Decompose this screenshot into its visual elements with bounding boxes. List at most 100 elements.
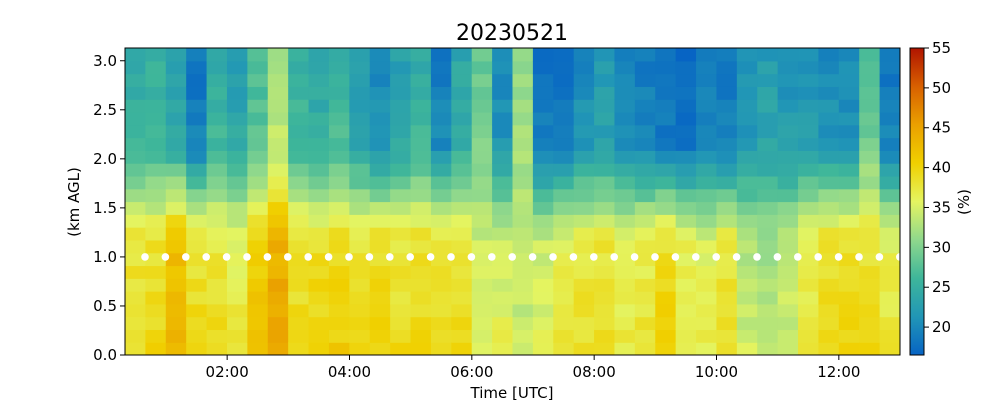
heatmap-cell — [206, 163, 228, 177]
heatmap-cell — [716, 227, 738, 241]
heatmap-cell — [553, 137, 575, 151]
heatmap-cell — [818, 86, 840, 100]
heatmap-cell — [145, 73, 167, 87]
heatmap-cell — [818, 163, 840, 177]
heatmap-cell — [594, 86, 616, 100]
heatmap-cell — [369, 124, 391, 139]
heatmap-cell — [471, 137, 493, 151]
heatmap-cell — [614, 124, 636, 139]
heatmap-cell — [247, 278, 269, 292]
heatmap-cell — [410, 48, 432, 62]
heatmap-cell — [125, 188, 146, 203]
heatmap-cell — [838, 342, 860, 355]
heatmap-cell — [532, 291, 554, 305]
heatmap-cell — [716, 60, 738, 75]
heatmap-cell — [267, 124, 289, 139]
heatmap-cell — [798, 316, 820, 331]
heatmap-cell — [757, 227, 779, 241]
heatmap-cell — [736, 291, 758, 305]
heatmap-cell — [696, 239, 718, 254]
heatmap-cell — [390, 227, 412, 241]
heatmap-cell — [410, 188, 432, 203]
marker-dot — [692, 253, 700, 261]
heatmap-cell — [859, 150, 881, 164]
x-tick-label: 02:00 — [206, 363, 249, 381]
heatmap-cell — [757, 214, 779, 228]
heatmap-cell — [696, 329, 718, 343]
colorbar-axis: 20 25 30 35 40 45 50 55 — [924, 39, 951, 336]
heatmap-cell — [165, 48, 187, 62]
heatmap-cell — [512, 329, 534, 343]
heatmap-cell — [471, 252, 493, 267]
heatmap-cell — [492, 86, 514, 100]
heatmap-cell — [247, 137, 269, 151]
colorbar-label: (%) — [955, 189, 973, 215]
heatmap-cell — [696, 342, 718, 355]
heatmap-cell — [553, 329, 575, 343]
heatmap-cell — [716, 73, 738, 87]
heatmap-cell — [716, 86, 738, 100]
heatmap-cell — [369, 252, 391, 267]
heatmap-cell — [716, 252, 738, 267]
heatmap-cell — [757, 86, 779, 100]
heatmap-cell — [777, 86, 799, 100]
heatmap-cell — [675, 137, 697, 151]
heatmap-cell — [655, 124, 677, 139]
heatmap-cell — [410, 278, 432, 292]
plot-frame — [124, 47, 901, 356]
heatmap-cell — [410, 73, 432, 87]
heatmap-cell — [369, 86, 391, 100]
heatmap-cell — [206, 150, 228, 164]
heatmap-cell — [492, 278, 514, 292]
heatmap-cell — [125, 60, 146, 75]
heatmap-cell — [328, 316, 350, 331]
heatmap-cell — [818, 316, 840, 331]
heatmap-cell — [471, 188, 493, 203]
heatmap-cell — [859, 201, 881, 215]
heatmap-cell — [634, 111, 656, 126]
heatmap-cell — [614, 111, 636, 126]
heatmap-cell — [165, 342, 187, 355]
heatmap-cell — [736, 214, 758, 228]
heatmap-cell — [859, 342, 881, 355]
heatmap-cell — [675, 48, 697, 62]
heatmap-cell — [186, 329, 208, 343]
heatmap-cell — [226, 329, 248, 343]
heatmap-cell — [451, 316, 473, 331]
heatmap-cell — [655, 291, 677, 305]
heatmap-cell — [206, 86, 228, 100]
heatmap-cell — [492, 342, 514, 355]
heatmap-cell — [471, 239, 493, 254]
heatmap-cell — [492, 163, 514, 177]
heatmap-cell — [838, 48, 860, 62]
heatmap-cell — [410, 175, 432, 190]
heatmap-cell — [308, 291, 330, 305]
heatmap-cell — [186, 99, 208, 113]
heatmap-cell — [226, 278, 248, 292]
heatmap-cell — [614, 48, 636, 62]
heatmap-cell — [492, 201, 514, 215]
heatmap-cell — [288, 303, 310, 318]
heatmap-cell — [675, 316, 697, 331]
heatmap-cell — [369, 150, 391, 164]
heatmap-cell — [165, 303, 187, 318]
heatmap-cell — [859, 278, 881, 292]
heatmap-cell — [757, 316, 779, 331]
heatmap-cell — [532, 60, 554, 75]
heatmap-cell — [553, 99, 575, 113]
heatmap-cell — [736, 188, 758, 203]
heatmap-cell — [349, 150, 371, 164]
heatmap-cell — [696, 86, 718, 100]
heatmap-cell — [125, 316, 146, 331]
heatmap-cell — [369, 163, 391, 177]
heatmap-cell — [430, 342, 452, 355]
heatmap-cell — [512, 73, 534, 87]
y-tick-label: 0.5 — [93, 297, 117, 315]
heatmap-cell — [696, 111, 718, 126]
heatmap-cell — [430, 303, 452, 318]
heatmap-cell — [777, 278, 799, 292]
heatmap-cell — [451, 111, 473, 126]
heatmap-cell — [594, 60, 616, 75]
heatmap-cell — [308, 86, 330, 100]
